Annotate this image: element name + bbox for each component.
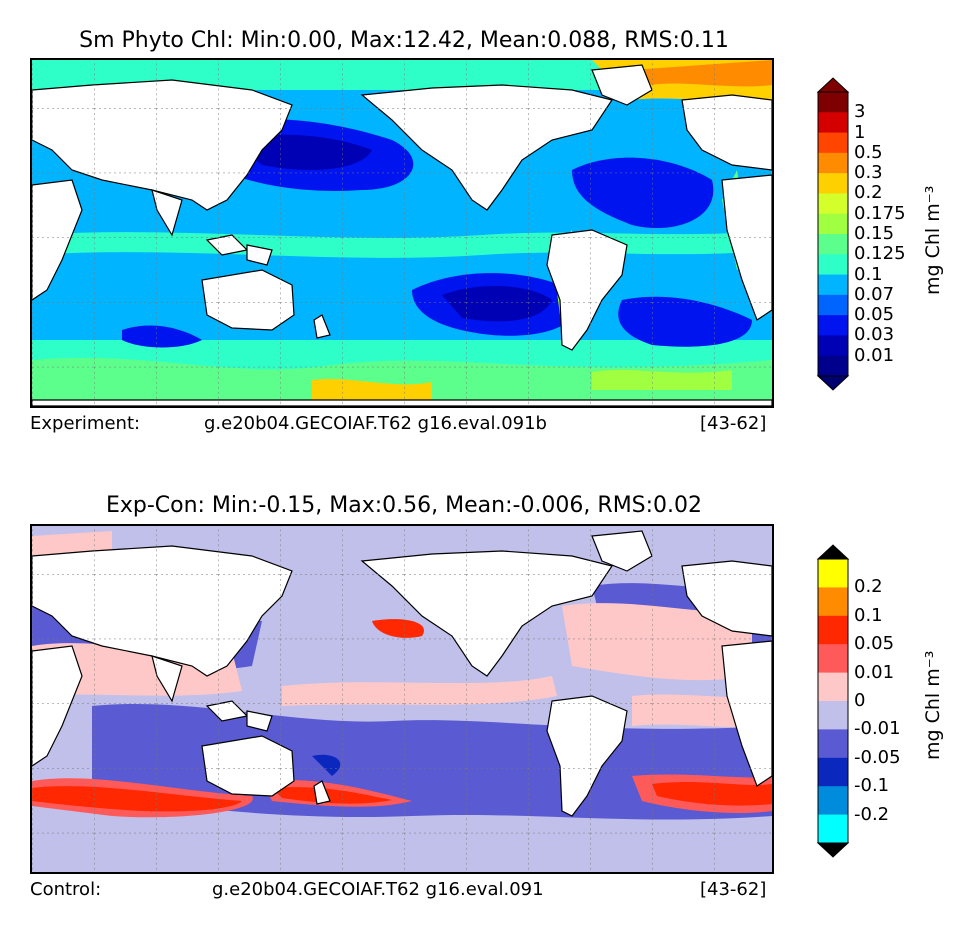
top-chlorophyll-map [30, 58, 774, 408]
top-colorbar-tick-label: 0.1 [854, 263, 883, 285]
top-colorbar-segment [818, 112, 848, 134]
top-colorbar-tick-label: 0.5 [854, 141, 883, 163]
bottom-colorbar-tick-label: 0.05 [854, 633, 895, 655]
bottom-colorbar [816, 544, 850, 858]
top-colorbar-under-arrow [816, 375, 850, 391]
top-colorbar-segment [818, 152, 848, 174]
top-colorbar-segment [818, 213, 848, 235]
bottom-colorbar-over-arrow [816, 544, 850, 560]
bottom-colorbar-segment [818, 587, 848, 617]
top-colorbar-tick-label: 0.125 [854, 243, 906, 265]
bottom-footer-case: g.e20b04.GECOIAF.T62 g16.eval.091 [212, 879, 544, 900]
top-colorbar-tick-label: 0.2 [854, 182, 883, 204]
top-colorbar-tick-label: 0.01 [854, 344, 895, 366]
top-colorbar-segment [818, 274, 848, 296]
top-colorbar-segment [818, 132, 848, 154]
top-colorbar-segment [818, 254, 848, 276]
bottom-colorbar-segment [818, 615, 848, 645]
top-colorbar [816, 77, 850, 391]
bottom-colorbar-under-arrow [816, 842, 850, 858]
bottom-difference-map [30, 524, 774, 874]
top-colorbar-tick-label: 0.175 [854, 202, 906, 224]
bottom-colorbar-tick-label: 0 [854, 690, 866, 711]
top-footer-case: g.e20b04.GECOIAF.T62 g16.eval.091b [204, 413, 547, 434]
top-colorbar-segment [818, 335, 848, 357]
bottom-colorbar-segment [818, 559, 848, 588]
bottom-colorbar-unit: mg Chl m⁻³ [922, 650, 944, 760]
top-colorbar-tick-label: 1 [854, 121, 866, 143]
top-colorbar-segment [818, 173, 848, 194]
bottom-colorbar-segment [818, 786, 848, 816]
top-footer-years: [43-62] [700, 413, 767, 434]
bottom-colorbar-segment [818, 729, 848, 759]
top-footer-label: Experiment: [30, 413, 141, 434]
top-colorbar-tick-label: 0.05 [854, 304, 895, 326]
top-colorbar-tick-label: 0.15 [854, 223, 895, 244]
bottom-colorbar-segment [818, 672, 848, 702]
top-colorbar-tick-label: 3 [854, 101, 866, 123]
top-colorbar-segment [818, 234, 848, 255]
top-colorbar-svg [816, 77, 850, 391]
top-colorbar-tick-label: 0.3 [854, 162, 883, 184]
bottom-colorbar-tick-label: -0.01 [854, 718, 901, 740]
bottom-colorbar-tick-label: 0.01 [854, 661, 895, 683]
bottom-footer-label: Control: [30, 879, 102, 900]
bottom-colorbar-tick-label: 0.2 [854, 576, 883, 598]
top-colorbar-segment [818, 92, 848, 113]
top-colorbar-over-arrow [816, 77, 850, 93]
top-colorbar-unit: mg Chl m⁻³ [922, 185, 944, 295]
top-colorbar-segment [818, 315, 848, 336]
bottom-colorbar-segment [818, 701, 848, 730]
top-map-title: Sm Phyto Chl: Min:0.00, Max:12.42, Mean:… [79, 28, 729, 53]
top-colorbar-segment [818, 193, 848, 215]
bottom-colorbar-tick-label: -0.1 [854, 775, 890, 797]
top-colorbar-tick-label: 0.03 [854, 324, 895, 346]
top-colorbar-segment [818, 355, 848, 377]
bottom-colorbar-tick-label: 0.1 [854, 604, 883, 626]
top-colorbar-tick-label: 0.07 [854, 283, 895, 305]
top-colorbar-segment [818, 294, 848, 316]
bottom-colorbar-svg [816, 544, 850, 858]
bottom-colorbar-segment [818, 644, 848, 674]
bottom-map-title: Exp-Con: Min:-0.15, Max:0.56, Mean:-0.00… [105, 493, 703, 518]
bottom-colorbar-segment [818, 814, 848, 844]
bottom-colorbar-tick-label: -0.05 [854, 746, 901, 768]
bottom-colorbar-segment [818, 757, 848, 787]
bottom-footer-years: [43-62] [700, 879, 767, 900]
bottom-colorbar-tick-label: -0.2 [854, 803, 890, 825]
